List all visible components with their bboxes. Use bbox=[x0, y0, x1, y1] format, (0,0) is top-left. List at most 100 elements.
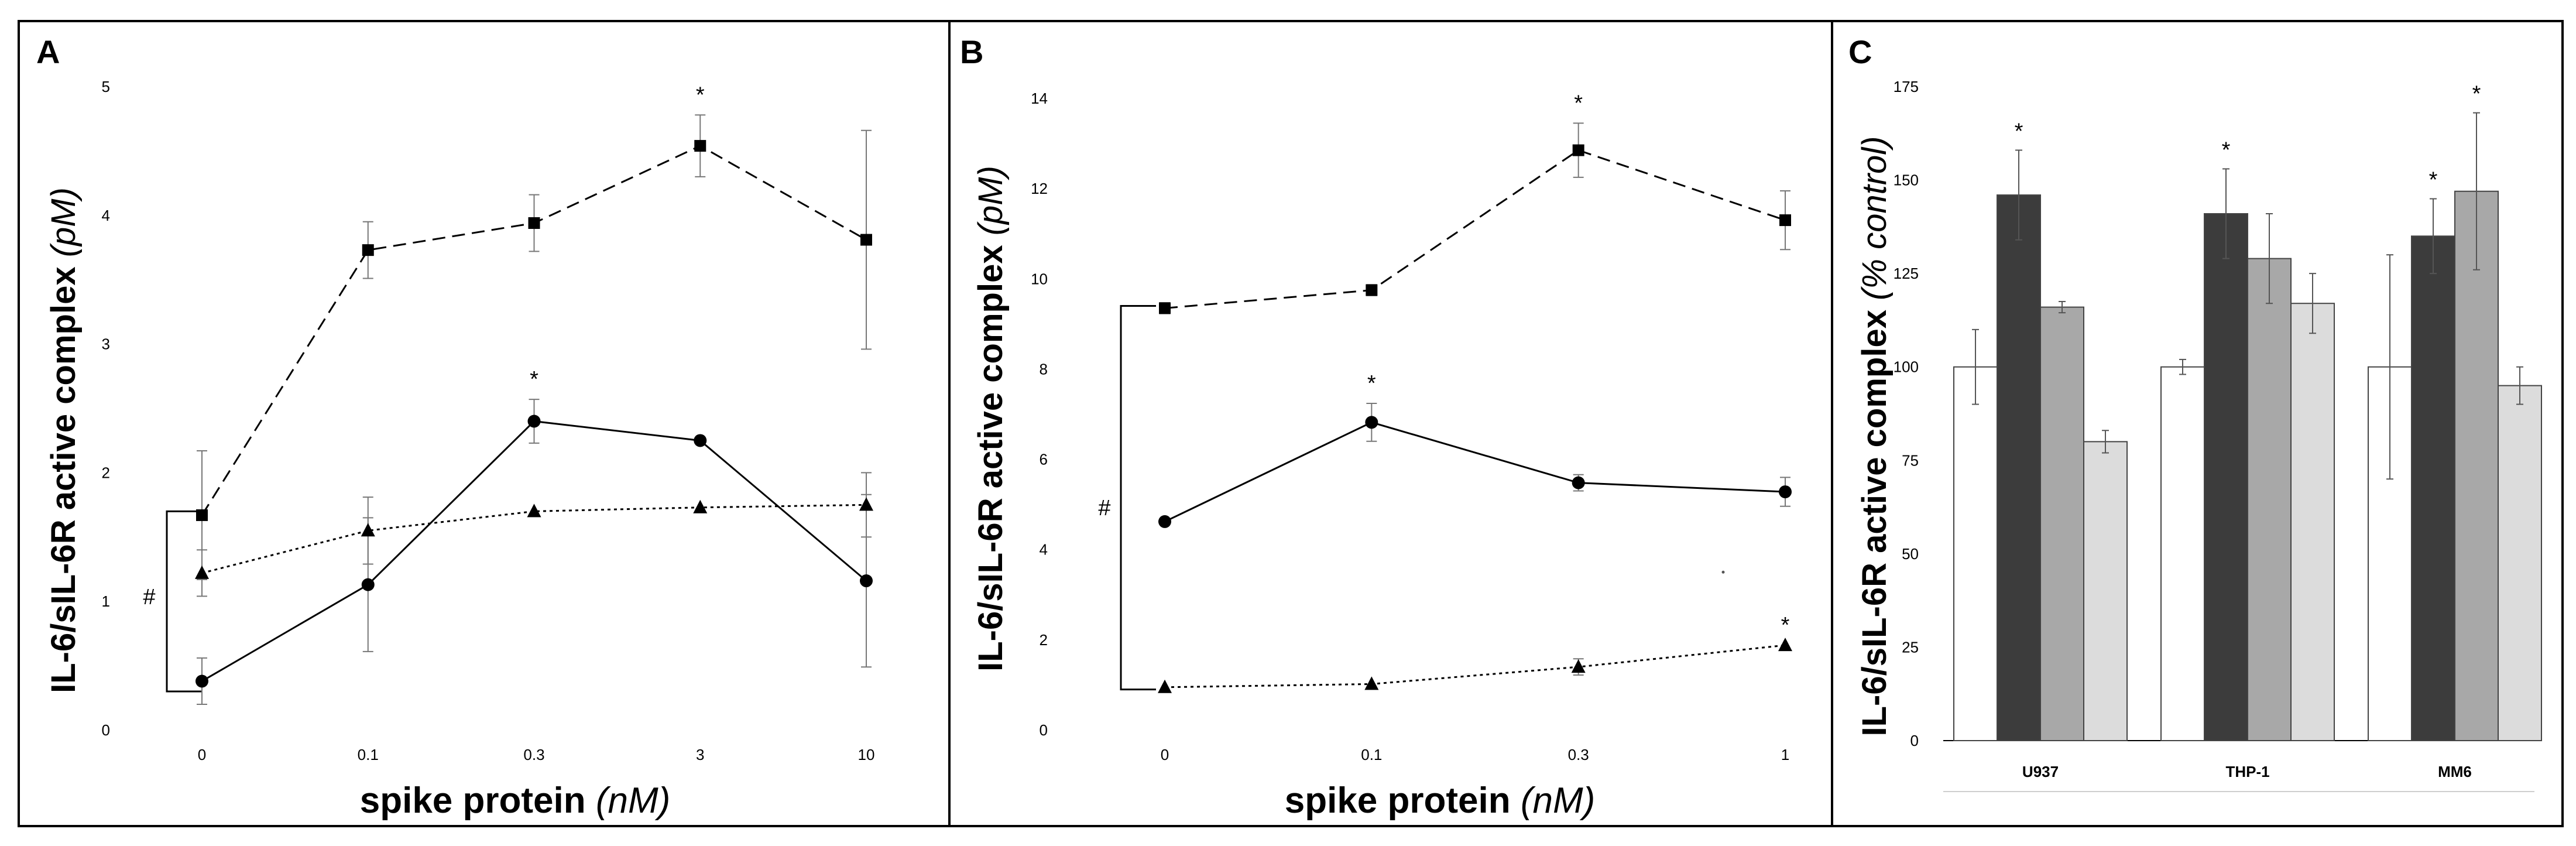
panel-b-x-axis-label-unit: (nM) bbox=[1521, 780, 1595, 821]
panel-a-x-tick-label: 10 bbox=[858, 746, 875, 763]
panel-b-y-tick-label: 14 bbox=[1031, 90, 1048, 107]
panel-a-x-axis-label-main: spike protein bbox=[360, 780, 596, 821]
panel-b-y-tick-label: 8 bbox=[1040, 360, 1048, 378]
panel-c-y-axis-label-unit: (% control) bbox=[1855, 136, 1894, 300]
panel-b-point-square bbox=[1779, 214, 1791, 227]
panel-a-y-tick-label: 4 bbox=[102, 207, 110, 224]
panel-b: B IL-6/sIL-6R active complex (pM) spike … bbox=[960, 33, 1792, 821]
panel-a-point-triangle bbox=[859, 497, 873, 511]
panel-a-point-triangle bbox=[527, 504, 541, 518]
panel-c-y-tick-label: 100 bbox=[1894, 358, 1919, 376]
panel-b-point-square bbox=[1159, 302, 1171, 314]
panel-a-point-square bbox=[860, 234, 872, 246]
panel-b-significance-star: * bbox=[1574, 91, 1583, 115]
panel-b-y-tick-label: 4 bbox=[1040, 541, 1048, 559]
panel-a-y-tick-label: 1 bbox=[102, 592, 110, 610]
panel-b-letter: B bbox=[960, 33, 983, 70]
panel-b-x-tick-label: 0.3 bbox=[1568, 746, 1589, 763]
panel-b-series-triangle-line bbox=[1164, 644, 1786, 689]
panel-b-x-axis-label-main: spike protein bbox=[1285, 780, 1521, 821]
panel-c-y-axis-label: IL-6/sIL-6R active complex (% control) bbox=[1855, 136, 1894, 736]
panel-b-y-tick-label: 2 bbox=[1040, 631, 1048, 649]
panel-b-y-axis-label: IL-6/sIL-6R active complex (pM) bbox=[972, 166, 1010, 672]
panel-c-bar bbox=[2290, 303, 2335, 741]
outer-border bbox=[18, 20, 2564, 827]
panel-c-bar bbox=[2083, 441, 2128, 741]
panel-a-point-circle bbox=[361, 578, 375, 591]
panel-a-x-tick-label: 0.3 bbox=[523, 746, 544, 763]
panel-c-bar bbox=[2204, 213, 2248, 741]
panel-a-y-tick-label: 5 bbox=[102, 78, 110, 95]
panel-a-significance-star: * bbox=[696, 83, 705, 107]
panel-b-series-circle-line bbox=[1164, 421, 1786, 523]
panel-c-significance-star: * bbox=[2015, 119, 2023, 144]
panel-c-y-tick-label: 75 bbox=[1902, 451, 1919, 469]
panel-b-point-circle bbox=[1572, 476, 1585, 489]
panel-a-y-tick-label: 2 bbox=[102, 464, 110, 481]
panel-a-point-triangle bbox=[195, 565, 209, 579]
panel-c-x-tick-label: MM6 bbox=[2438, 763, 2472, 780]
panel-b-point-circle bbox=[1158, 515, 1171, 528]
panel-a-point-triangle bbox=[361, 523, 375, 537]
panel-b-point-circle bbox=[1779, 485, 1792, 499]
panel-a-x-tick-label: 0 bbox=[198, 746, 206, 763]
panel-a-series-circle-line bbox=[201, 420, 867, 682]
panel-a-y-tick-label: 0 bbox=[102, 721, 110, 739]
panel-c-bar bbox=[1997, 194, 2041, 741]
panel-b-bracket-label: # bbox=[1098, 496, 1110, 520]
panel-b-significance-star: * bbox=[1781, 613, 1790, 638]
panel-a: A IL-6/sIL-6R active complex (pM) spike … bbox=[36, 33, 874, 821]
panel-c-significance-star: * bbox=[2429, 167, 2438, 192]
panel-b-stray-dot bbox=[1721, 570, 1725, 574]
panel-a-point-square bbox=[362, 244, 374, 256]
panel-c-bar bbox=[1953, 366, 1998, 741]
panel-a-point-circle bbox=[860, 574, 873, 588]
panel-a-point-circle bbox=[694, 434, 707, 447]
panel-c-y-tick-label: 0 bbox=[1910, 732, 1919, 749]
panel-a-x-tick-label: 3 bbox=[696, 746, 704, 763]
panel-a-letter: A bbox=[36, 33, 60, 70]
panel-a-y-axis-label: IL-6/sIL-6R active complex (pM) bbox=[44, 187, 83, 693]
panel-a-point-circle bbox=[195, 674, 208, 688]
panel-b-series-square-line bbox=[1164, 149, 1786, 309]
panel-c: C IL-6/sIL-6R active complex (% control)… bbox=[1848, 33, 2542, 792]
panel-a-significance-bracket bbox=[166, 510, 202, 693]
panel-b-y-tick-label: 6 bbox=[1040, 451, 1048, 468]
panel-a-point-square bbox=[528, 217, 540, 229]
panel-b-y-axis-label-unit: (pM) bbox=[972, 166, 1010, 235]
panel-b-point-triangle bbox=[1778, 638, 1792, 652]
panel-b-point-triangle bbox=[1364, 676, 1379, 690]
panel-c-x-tick-label: THP-1 bbox=[2225, 763, 2269, 780]
panel-b-point-triangle bbox=[1158, 679, 1172, 693]
panel-a-y-tick-label: 3 bbox=[102, 335, 110, 353]
panel-a-point-square bbox=[196, 509, 208, 521]
panel-c-x-tick-label: U937 bbox=[2022, 763, 2059, 780]
panel-a-x-axis-label-unit: (nM) bbox=[596, 780, 670, 821]
panel-b-significance-bracket bbox=[1120, 305, 1156, 691]
panel-b-x-tick-label: 0 bbox=[1161, 746, 1169, 763]
panel-b-y-axis-label-main: IL-6/sIL-6R active complex bbox=[972, 235, 1010, 672]
panel-a-point-circle bbox=[527, 415, 541, 428]
panel-c-letter: C bbox=[1848, 33, 1872, 70]
panel-c-significance-star: * bbox=[2222, 138, 2231, 162]
panel-b-y-tick-label: 0 bbox=[1040, 721, 1048, 739]
panel-c-y-tick-label: 175 bbox=[1894, 78, 1919, 95]
panel-b-point-square bbox=[1366, 284, 1378, 296]
panel-a-x-tick-label: 0.1 bbox=[358, 746, 379, 763]
panel-c-bar bbox=[2247, 258, 2292, 741]
panel-c-bar bbox=[2411, 235, 2455, 742]
panel-c-bar bbox=[2040, 306, 2084, 741]
panel-b-point-square bbox=[1572, 144, 1584, 156]
panel-b-y-tick-label: 10 bbox=[1031, 270, 1048, 287]
panel-b-y-tick-label: 12 bbox=[1031, 180, 1048, 197]
panel-a-point-square bbox=[694, 140, 706, 152]
panel-b-point-triangle bbox=[1571, 659, 1586, 673]
panel-b-x-tick-label: 1 bbox=[1781, 746, 1789, 763]
panel-a-bracket-label: # bbox=[143, 585, 155, 609]
panel-c-bar bbox=[2498, 385, 2542, 741]
panel-c-y-axis-label-main: IL-6/sIL-6R active complex bbox=[1855, 300, 1894, 737]
panel-c-bar bbox=[2160, 366, 2205, 741]
panel-a-y-axis-label-main: IL-6/sIL-6R active complex bbox=[44, 257, 83, 693]
panel-c-y-tick-label: 125 bbox=[1894, 265, 1919, 282]
